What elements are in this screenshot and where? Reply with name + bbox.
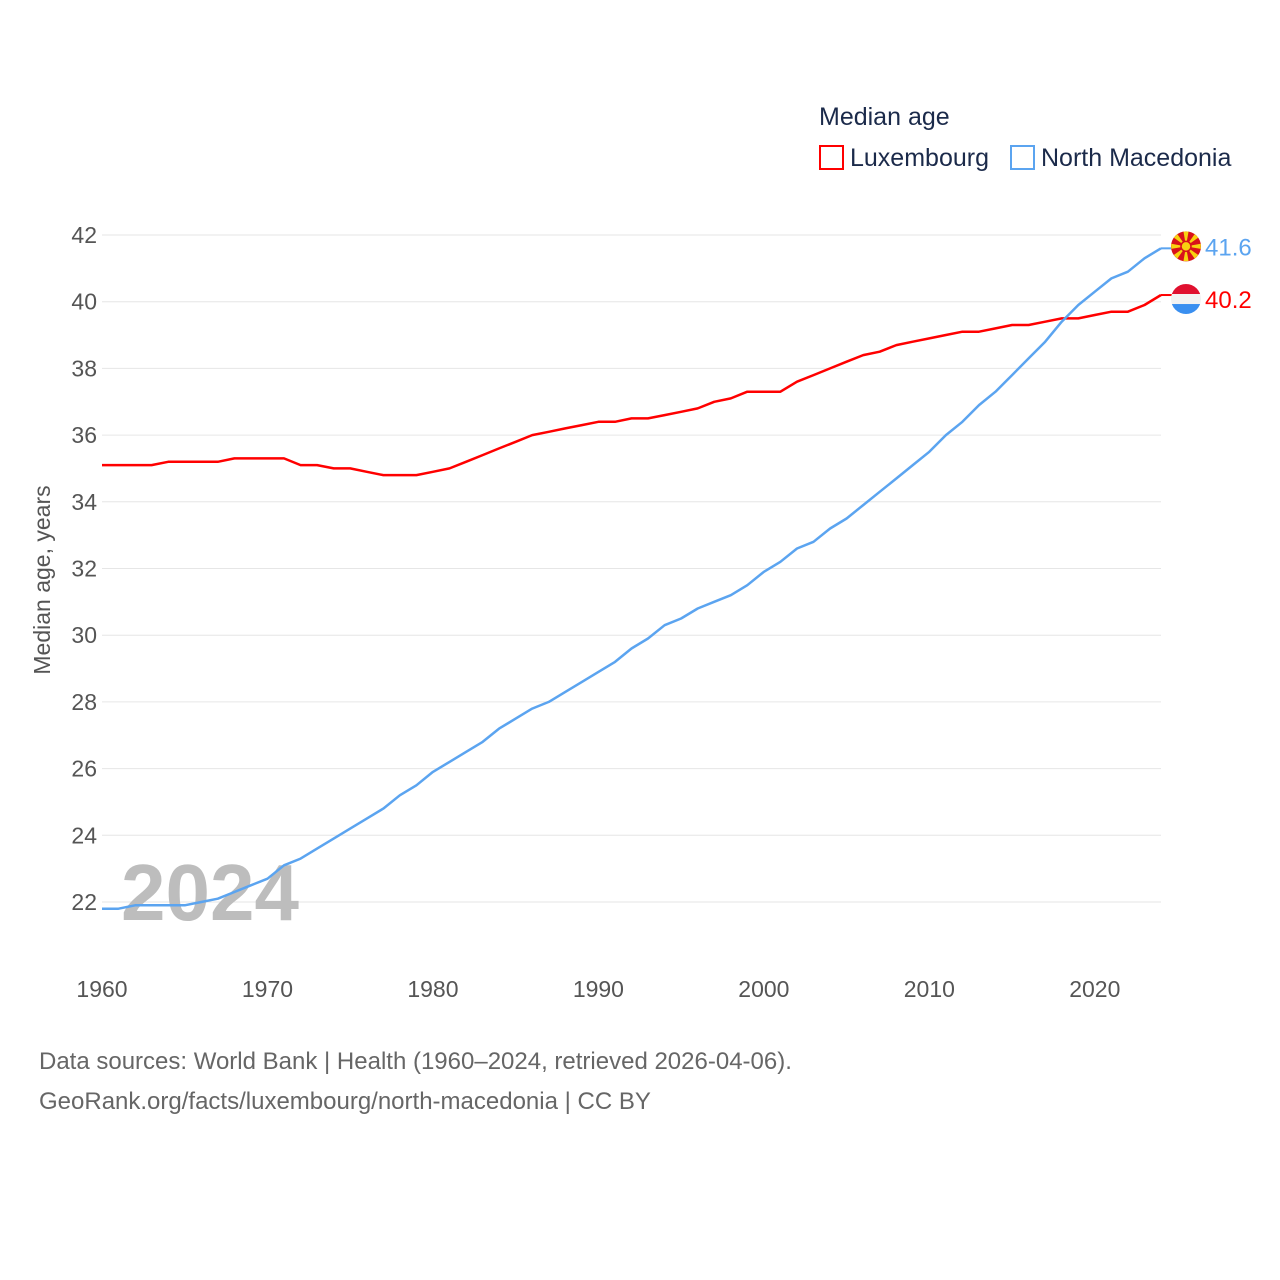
y-tick-label: 42 (71, 222, 97, 248)
legend-swatch (819, 145, 844, 170)
legend-swatch (1010, 145, 1035, 170)
x-tick-label: 1990 (573, 976, 624, 1002)
y-tick-label: 24 (71, 822, 97, 848)
y-axis-ticks: 22 24 26 28 30 32 34 36 38 40 42 (71, 222, 97, 915)
x-tick-label: 1960 (76, 976, 127, 1002)
y-tick-label: 28 (71, 689, 97, 715)
source-line: Data sources: World Bank | Health (1960–… (39, 1048, 792, 1075)
legend-label: North Macedonia (1041, 144, 1231, 172)
x-tick-label: 2020 (1069, 976, 1120, 1002)
year-watermark: 2024 (121, 848, 299, 937)
series-line-north-macedonia (102, 247, 1162, 910)
y-tick-label: 32 (71, 556, 97, 582)
north-macedonia-flag-icon (1171, 231, 1201, 262)
y-axis-label: Median age, years (29, 485, 55, 674)
x-tick-label: 1980 (407, 976, 458, 1002)
luxembourg-flag-icon (1171, 284, 1201, 315)
y-tick-label: 34 (71, 489, 97, 515)
legend-title: Median age (819, 103, 950, 131)
end-value-label: 41.6 (1205, 234, 1252, 261)
end-value-label: 40.2 (1205, 287, 1252, 314)
flag-stripe-red (1171, 284, 1201, 295)
x-tick-label: 2010 (904, 976, 955, 1002)
flag-ray (1186, 243, 1201, 249)
y-tick-label: 36 (71, 422, 97, 448)
flag-sun (1180, 240, 1192, 253)
flag-stripes (1171, 284, 1201, 315)
y-tick-label: 26 (71, 756, 97, 782)
legend-label: Luxembourg (850, 144, 989, 172)
y-tick-label: 22 (71, 889, 97, 915)
attribution-link[interactable]: GeoRank.org/facts/luxembourg/north-maced… (39, 1088, 651, 1115)
series-line-luxembourg (102, 293, 1162, 477)
flag-ray (1183, 231, 1189, 247)
legend-item-luxembourg[interactable]: Luxembourg (819, 144, 989, 172)
y-tick-label: 40 (71, 289, 97, 315)
end-labels: 40.2 41.6 (1161, 231, 1252, 315)
series-lines (102, 247, 1162, 910)
gridlines (102, 234, 1161, 903)
y-tick-label: 30 (71, 622, 97, 648)
flag-stripe-white (1171, 294, 1201, 305)
flag-ray (1171, 243, 1186, 249)
flag-ray (1183, 246, 1189, 262)
x-tick-label: 1970 (242, 976, 293, 1002)
flag-stripe-blue (1171, 304, 1201, 315)
legend-item-north-macedonia[interactable]: North Macedonia (1010, 144, 1231, 172)
x-axis-ticks: 1960 1970 1980 1990 2000 2010 2020 (76, 976, 1120, 1002)
y-tick-label: 38 (71, 355, 97, 381)
x-tick-label: 2000 (738, 976, 789, 1002)
